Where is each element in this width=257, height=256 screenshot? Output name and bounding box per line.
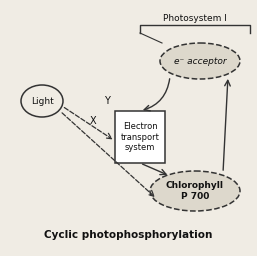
FancyBboxPatch shape [115,111,165,163]
Text: Y: Y [104,96,110,106]
Ellipse shape [160,43,240,79]
Text: Light: Light [31,97,53,105]
Text: X: X [90,116,96,126]
Ellipse shape [150,171,240,211]
Text: e⁻ acceptor: e⁻ acceptor [174,57,226,66]
Ellipse shape [21,85,63,117]
Text: Chlorophyll
P 700: Chlorophyll P 700 [166,181,224,201]
Text: Photosystem I: Photosystem I [163,14,227,23]
Text: Cyclic photophosphorylation: Cyclic photophosphorylation [44,230,212,240]
Text: Electron
transport
system: Electron transport system [121,122,159,152]
